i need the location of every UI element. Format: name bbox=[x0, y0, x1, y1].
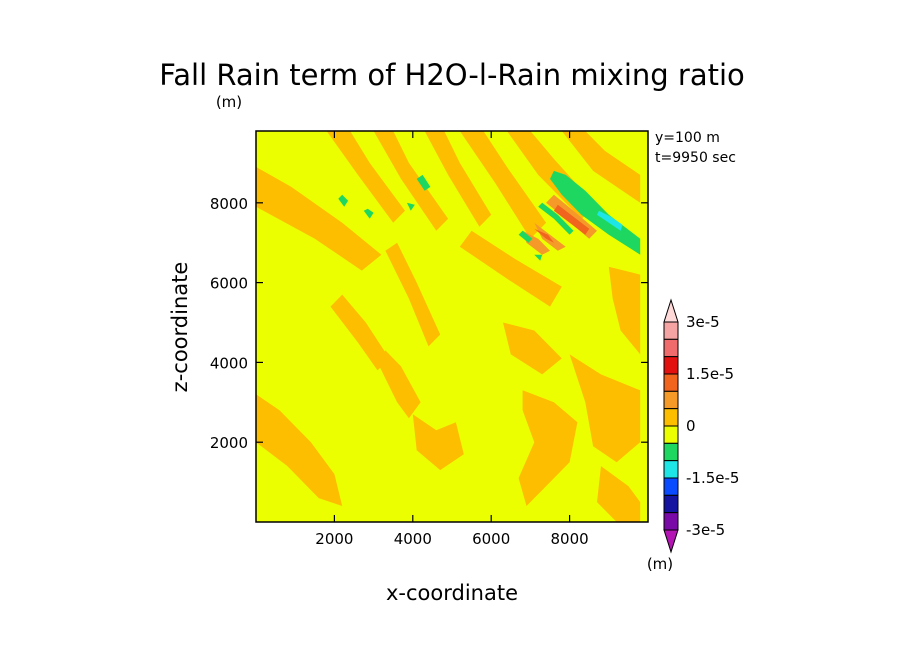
colorbar-bottom-arrow bbox=[663, 529, 679, 554]
contour-region-positive_small bbox=[377, 350, 421, 419]
contour-region-positive_large bbox=[534, 228, 554, 243]
contour-region-positive_small bbox=[373, 131, 449, 231]
contour-region-positive_large bbox=[553, 204, 590, 235]
colorbar-swatch bbox=[663, 373, 679, 392]
field-regions bbox=[256, 131, 641, 522]
x-tick-label: 8000 bbox=[551, 530, 589, 548]
contour-region-negative_small bbox=[338, 194, 349, 207]
colorbar-label: 0 bbox=[686, 417, 696, 435]
contour-region-positive_small bbox=[330, 294, 390, 371]
colorbar-top-arrow bbox=[663, 298, 679, 323]
contour-region-negative_small bbox=[538, 202, 574, 235]
x-tick-label: 6000 bbox=[472, 530, 510, 548]
colorbar-swatch bbox=[663, 460, 679, 479]
y-axis-ticks: 2000 4000 6000 8000 bbox=[210, 195, 648, 452]
colorbar-swatch bbox=[663, 442, 679, 462]
colorbar-swatch bbox=[663, 425, 679, 444]
colorbar-units: (m) bbox=[647, 555, 673, 573]
contour-region-positive_small bbox=[503, 322, 562, 375]
contour-region-positive_small bbox=[256, 394, 343, 506]
plot-frame bbox=[255, 130, 649, 523]
colorbar-label: -3e-5 bbox=[686, 521, 725, 539]
contour-region-positive_small bbox=[459, 230, 562, 307]
colorbar-swatch bbox=[663, 494, 679, 514]
contour-region-negative_small bbox=[416, 174, 431, 191]
contour-region-negative_small bbox=[363, 208, 374, 219]
colorbar-label: -1.5e-5 bbox=[686, 469, 739, 487]
contour-region-positive_small bbox=[561, 131, 641, 203]
contour-region-positive_small bbox=[412, 414, 464, 471]
colorbar-swatch bbox=[663, 321, 679, 340]
contour-region-positive_small bbox=[424, 131, 492, 227]
contour-region-positive_small bbox=[597, 466, 641, 522]
colorbar-swatch bbox=[663, 477, 679, 496]
x-axis-label: x-coordinate bbox=[386, 581, 518, 605]
colorbar-swatch bbox=[663, 338, 679, 358]
colorbar-swatch bbox=[663, 390, 679, 410]
colorbar-label: 3e-5 bbox=[686, 313, 720, 331]
y-tick-label: 6000 bbox=[210, 275, 248, 293]
annotation-t: t=9950 sec bbox=[655, 150, 736, 166]
contour-region-positive_small bbox=[326, 131, 405, 223]
x-axis-ticks: 2000 4000 6000 8000 bbox=[315, 131, 589, 548]
y-tick-label: 8000 bbox=[210, 195, 248, 213]
contour-region-negative_small bbox=[550, 170, 641, 255]
contour-region-positive_small bbox=[518, 390, 578, 506]
contour-region-positive_small bbox=[608, 266, 641, 355]
contour-region-positive_small bbox=[569, 354, 641, 463]
annotation-y: y=100 m bbox=[655, 130, 720, 146]
contour-region-negative_small bbox=[534, 254, 543, 261]
colorbar: 3e-5 1.5e-5 0 -1.5e-5 -3e-5 bbox=[663, 298, 739, 554]
contour-region-positive_mid bbox=[534, 222, 566, 251]
contour-region-negative_small bbox=[518, 230, 533, 243]
colorbar-swatch bbox=[663, 356, 679, 375]
colorbar-swatch bbox=[663, 512, 679, 531]
contour-region-positive_small bbox=[385, 242, 441, 347]
x-tick-label: 4000 bbox=[394, 530, 432, 548]
y-axis-label: z-coordinate bbox=[168, 262, 192, 393]
chart-title: Fall Rain term of H2O-l-Rain mixing rati… bbox=[159, 58, 745, 92]
y-tick-label: 4000 bbox=[210, 354, 248, 372]
contour-region-positive_small bbox=[459, 131, 547, 239]
y-tick-label: 2000 bbox=[210, 434, 248, 452]
contour-region-negative_mid bbox=[597, 210, 623, 231]
plot-area bbox=[255, 130, 649, 523]
colorbar-swatch bbox=[663, 408, 679, 427]
contour-region-negative_small bbox=[406, 202, 415, 211]
contour-region-positive_small bbox=[256, 166, 382, 271]
x-tick-label: 2000 bbox=[315, 530, 353, 548]
title-units: (m) bbox=[216, 93, 242, 111]
colorbar-label: 1.5e-5 bbox=[686, 365, 734, 383]
